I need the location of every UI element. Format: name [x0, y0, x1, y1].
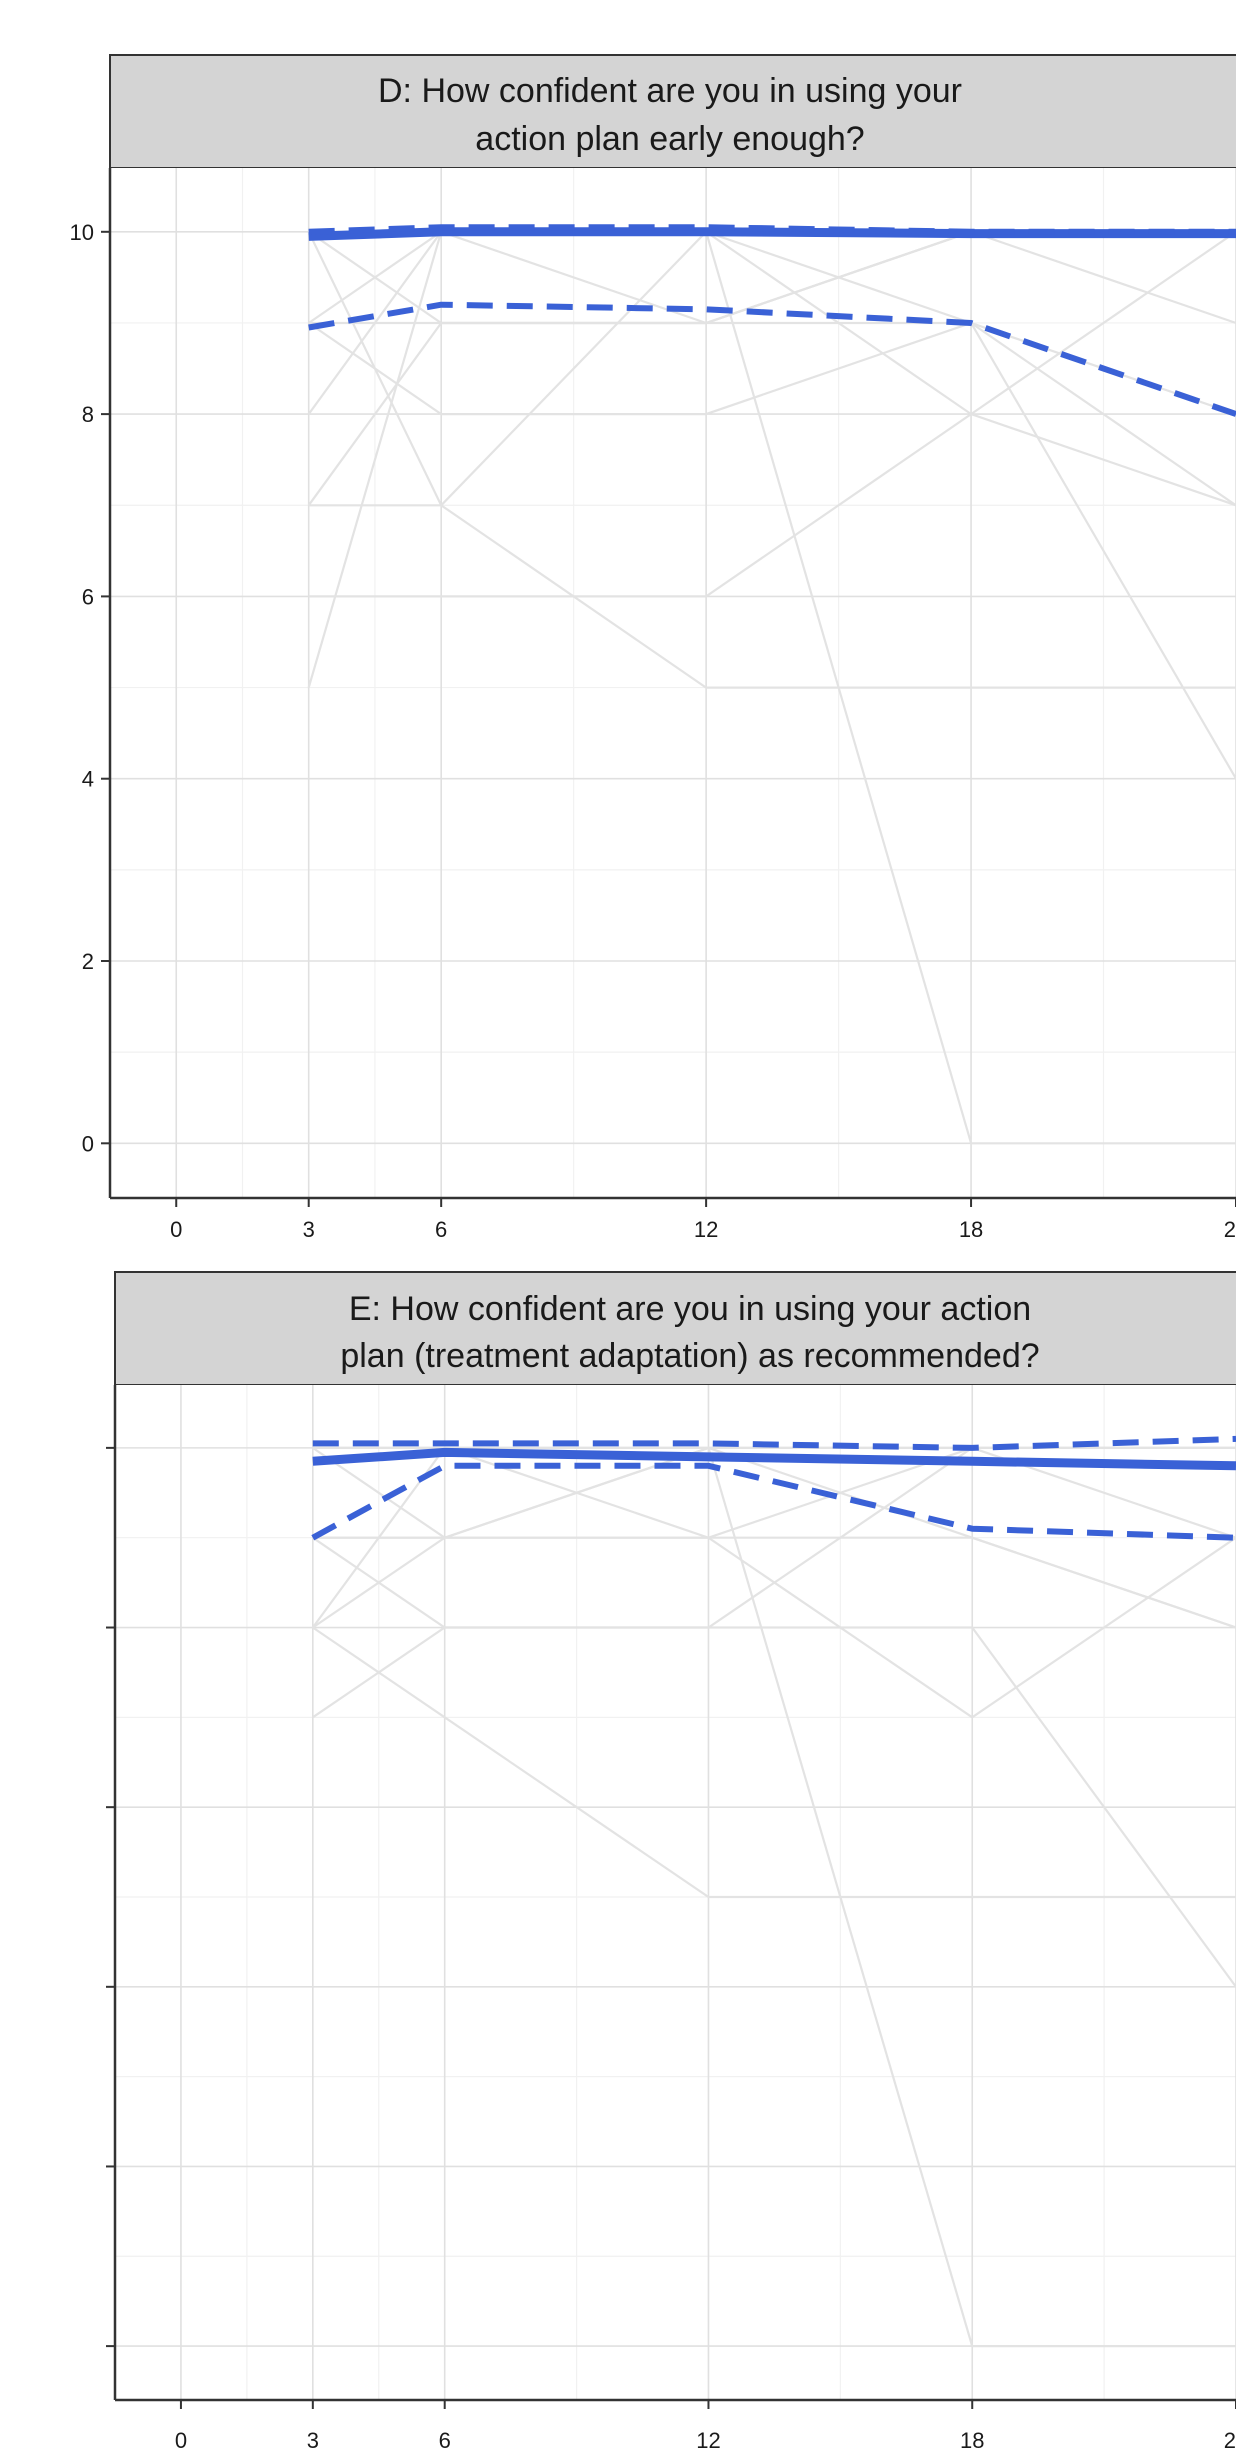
y-tick-label: 0: [82, 1131, 94, 1156]
individual-trajectory-line: [312, 1446, 1236, 1629]
y-tick-label: 8: [82, 402, 94, 427]
facet-panel-d: D: How confident are you in using your ac…: [70, 54, 1236, 1242]
series-line-lower: [308, 301, 1236, 417]
strip-title-line: E: How confident are you in using your a…: [349, 1290, 1031, 1328]
y-tick-label: 10: [70, 220, 94, 245]
strip-title-line: plan (treatment adaptation) as recommend…: [340, 1337, 1039, 1375]
x-tick-label: 12: [696, 2428, 720, 2453]
strip-header: [109, 54, 1236, 169]
series-line-upper: [312, 1435, 1236, 1451]
y-tick-label: 2: [82, 949, 94, 974]
facet-panel-e: E: How confident are you in using your a…: [106, 1271, 1236, 2453]
x-tick-label: 6: [435, 1217, 447, 1242]
x-tick-label: 18: [959, 1217, 983, 1242]
strip-header: [114, 1271, 1236, 1386]
x-tick-label: 3: [303, 1217, 315, 1242]
individual-trajectory-line: [308, 504, 1236, 689]
individual-trajectory-line: [312, 1626, 1236, 1899]
strip-title-line: D: How confident are you in using your: [378, 72, 962, 110]
series-line-upper: [308, 224, 1236, 235]
y-tick-label: 6: [82, 584, 94, 609]
individual-trajectory-line: [312, 1446, 1236, 1719]
individual-trajectory-line: [312, 1536, 1236, 1988]
x-tick-label: 24: [1224, 2428, 1236, 2453]
plot-area: [110, 168, 1236, 1198]
strip-title-line: action plan early enough?: [475, 120, 864, 158]
x-tick-label: 24: [1224, 1217, 1236, 1242]
plot-area: [115, 1385, 1236, 2400]
y-tick-label: 4: [82, 767, 94, 792]
series-line-median: [308, 227, 1236, 241]
individual-trajectory-line: [308, 412, 1236, 598]
series-line-lower: [311, 1462, 1236, 1541]
individual-trajectory-line: [308, 321, 1236, 780]
x-tick-label: 12: [694, 1217, 718, 1242]
x-tick-label: 0: [170, 1217, 182, 1242]
x-tick-label: 3: [307, 2428, 319, 2453]
series-line-median: [312, 1447, 1236, 1471]
x-tick-label: 0: [175, 2428, 187, 2453]
x-tick-label: 18: [960, 2428, 984, 2453]
x-tick-label: 6: [439, 2428, 451, 2453]
